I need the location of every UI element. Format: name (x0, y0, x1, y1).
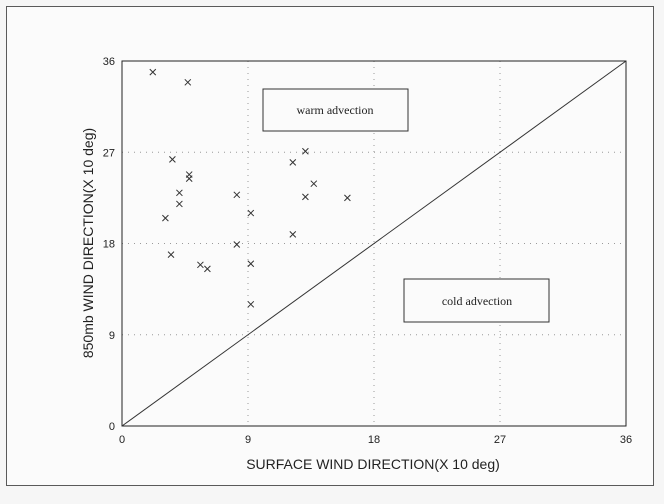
y-tick-label: 0 (109, 421, 115, 433)
data-point (169, 155, 176, 163)
x-tick-label: 0 (119, 434, 125, 446)
tick-labels: 0 9 18 27 36 0 9 18 27 36 (103, 56, 632, 446)
y-tick-label: 27 (103, 147, 115, 159)
data-point (233, 241, 241, 248)
y-axis-title: 850mb WIND DIRECTION(X 10 deg) (80, 128, 96, 358)
x-tick-label: 9 (245, 434, 251, 446)
data-point (247, 260, 255, 268)
data-point (310, 180, 318, 188)
x-tick-label: 18 (368, 434, 380, 446)
data-point (247, 300, 255, 308)
y-tick-label: 9 (109, 330, 115, 342)
data-point (344, 194, 351, 202)
data-point (233, 191, 241, 199)
data-point (197, 261, 204, 269)
x-tick-label: 36 (620, 434, 632, 446)
warm-advection-box (262, 88, 409, 132)
data-point (176, 189, 183, 197)
data-point (247, 209, 255, 217)
data-points (149, 68, 351, 308)
reference-diagonal-line (121, 60, 627, 427)
data-point (176, 200, 183, 208)
cold-advection-label: cold advection (442, 294, 512, 308)
warm-advection-label: warm advection (297, 103, 374, 117)
data-point (167, 251, 175, 259)
plot-area (121, 60, 627, 427)
data-point (149, 68, 157, 76)
data-point (204, 265, 211, 273)
data-point (162, 214, 169, 222)
y-tick-label: 36 (103, 56, 115, 68)
data-point (184, 78, 192, 86)
data-point (185, 175, 193, 182)
data-point (289, 159, 297, 166)
data-point (289, 231, 297, 238)
x-tick-label: 27 (494, 434, 506, 446)
cold-advection-box (403, 278, 550, 323)
data-point (302, 193, 309, 201)
x-axis-title: SURFACE WIND DIRECTION(X 10 deg) (246, 456, 500, 472)
chart-frame (6, 6, 654, 486)
y-tick-label: 18 (103, 239, 115, 251)
data-point (302, 147, 309, 155)
